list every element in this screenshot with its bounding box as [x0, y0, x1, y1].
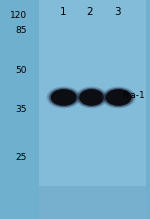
Bar	[39, 0, 146, 219]
Text: 120: 120	[10, 11, 27, 20]
Ellipse shape	[51, 89, 77, 106]
Text: 85: 85	[15, 26, 27, 35]
Text: 2: 2	[87, 7, 93, 17]
Ellipse shape	[47, 87, 81, 108]
Text: 3: 3	[114, 7, 120, 17]
Bar	[39, 186, 146, 219]
Text: 50: 50	[15, 65, 27, 75]
Ellipse shape	[75, 87, 108, 108]
Ellipse shape	[101, 87, 136, 108]
Text: 1: 1	[60, 7, 66, 17]
Text: 35: 35	[15, 105, 27, 114]
Ellipse shape	[103, 88, 134, 107]
Ellipse shape	[49, 88, 79, 107]
Ellipse shape	[79, 89, 104, 106]
Text: 25: 25	[16, 153, 27, 162]
Text: Fra-1: Fra-1	[122, 91, 145, 100]
Ellipse shape	[77, 88, 106, 107]
Ellipse shape	[105, 89, 132, 106]
